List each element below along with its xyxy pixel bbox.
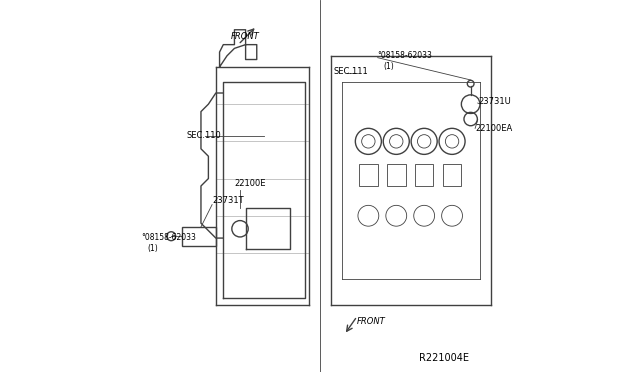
Text: 23731U: 23731U [478,97,511,106]
Text: 22100E: 22100E [234,179,266,188]
Text: R221004E: R221004E [419,353,468,363]
Text: °08158-62033: °08158-62033 [378,51,433,60]
Bar [415,164,433,186]
Bar [387,164,406,186]
Text: (1): (1) [147,244,158,253]
Text: FRONT: FRONT [357,317,386,326]
Text: SEC.111: SEC.111 [333,67,368,76]
Bar [359,164,378,186]
Text: (1): (1) [383,62,394,71]
Text: 23731T: 23731T [212,196,244,205]
Text: SEC.110: SEC.110 [186,131,221,140]
Text: °08158-62033: °08158-62033 [141,233,196,242]
Bar [443,164,461,186]
Text: FRONT: FRONT [231,32,259,41]
Text: 22100EA: 22100EA [476,124,513,133]
